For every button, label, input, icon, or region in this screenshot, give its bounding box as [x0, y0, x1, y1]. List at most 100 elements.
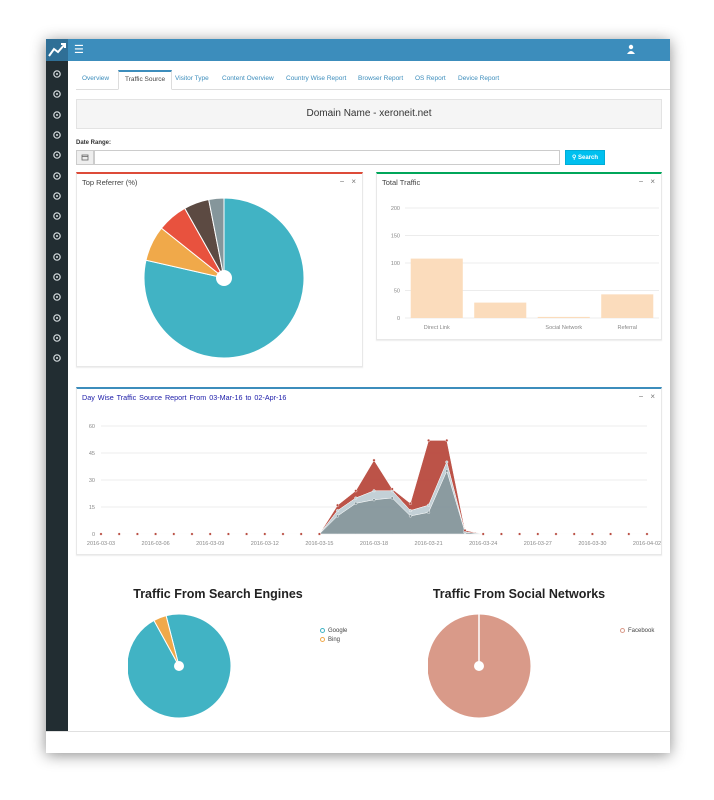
- data-point[interactable]: [408, 509, 412, 513]
- shield-icon[interactable]: [52, 272, 62, 282]
- data-point[interactable]: [645, 532, 649, 536]
- data-point[interactable]: [590, 532, 594, 536]
- minimize-icon[interactable]: −: [339, 177, 345, 186]
- data-point[interactable]: [190, 532, 194, 536]
- data-point[interactable]: [99, 532, 103, 536]
- map-marker-icon[interactable]: [52, 191, 62, 201]
- data-point[interactable]: [481, 532, 485, 536]
- date-range-input[interactable]: [94, 150, 560, 165]
- share-icon[interactable]: [52, 130, 62, 140]
- data-point[interactable]: [154, 532, 158, 536]
- trend-line-icon: [48, 43, 66, 57]
- data-point[interactable]: [445, 469, 449, 473]
- gear-icon[interactable]: [52, 313, 62, 323]
- x-tick-label: 2016-03-24: [469, 541, 497, 547]
- trophy-icon[interactable]: [52, 150, 62, 160]
- data-point[interactable]: [336, 509, 340, 513]
- add-user-icon[interactable]: [52, 69, 62, 79]
- close-icon[interactable]: ×: [650, 392, 655, 401]
- bar[interactable]: [410, 258, 463, 318]
- search-pie-slice-1[interactable]: [153, 615, 180, 667]
- data-point[interactable]: [336, 503, 340, 507]
- data-point[interactable]: [317, 532, 321, 536]
- data-point[interactable]: [372, 498, 376, 502]
- minimize-icon[interactable]: −: [638, 392, 644, 401]
- external-link-icon[interactable]: [52, 333, 62, 343]
- y-tick-label: 45: [89, 451, 95, 457]
- data-point[interactable]: [518, 532, 522, 536]
- data-point[interactable]: [427, 510, 431, 514]
- anchor-icon[interactable]: [52, 211, 62, 221]
- table-icon[interactable]: [52, 171, 62, 181]
- google-icon[interactable]: [52, 292, 62, 302]
- data-point[interactable]: [390, 487, 394, 491]
- data-point[interactable]: [263, 532, 267, 536]
- data-point[interactable]: [427, 438, 431, 442]
- hamburger-menu-icon[interactable]: ☰: [74, 44, 84, 56]
- user-icon[interactable]: [626, 44, 636, 54]
- bar[interactable]: [537, 316, 590, 318]
- data-point[interactable]: [208, 532, 212, 536]
- data-point[interactable]: [354, 501, 358, 505]
- day-wise-box: Day Wise Traffic Source Report From 03-M…: [76, 387, 662, 555]
- data-point[interactable]: [372, 489, 376, 493]
- x-tick-label: 2016-03-06: [142, 541, 170, 547]
- data-point[interactable]: [609, 532, 613, 536]
- data-point[interactable]: [554, 532, 558, 536]
- tab-content-overview[interactable]: Content Overview: [222, 75, 274, 82]
- data-point[interactable]: [463, 528, 467, 532]
- close-icon[interactable]: ×: [650, 177, 655, 186]
- calendar-button[interactable]: [76, 150, 94, 165]
- link-icon[interactable]: [52, 252, 62, 262]
- data-point[interactable]: [445, 460, 449, 464]
- data-point[interactable]: [536, 532, 540, 536]
- tab-traffic-source[interactable]: Traffic Source: [118, 70, 173, 90]
- y-tick-label: 100: [391, 261, 400, 267]
- data-point[interactable]: [354, 496, 358, 500]
- referrer-pie-slice-4[interactable]: [208, 197, 225, 279]
- logo[interactable]: [46, 39, 68, 61]
- report-tabs: Overview Traffic Source Visitor Type Con…: [76, 70, 670, 90]
- tab-visitor-type[interactable]: Visitor Type: [175, 75, 209, 82]
- search-icon: ⚲: [571, 155, 579, 161]
- data-point[interactable]: [354, 489, 358, 493]
- data-point[interactable]: [117, 532, 121, 536]
- legend-item-bing: Bing: [320, 636, 347, 645]
- line-chart-icon[interactable]: [52, 89, 62, 99]
- minimize-icon[interactable]: −: [638, 177, 644, 186]
- data-point[interactable]: [135, 532, 139, 536]
- data-point[interactable]: [281, 532, 285, 536]
- data-point[interactable]: [336, 514, 340, 518]
- data-point[interactable]: [408, 514, 412, 518]
- search-engines-pie-chart: [128, 613, 232, 719]
- plug-icon[interactable]: [52, 353, 62, 363]
- y-tick-label: 0: [397, 316, 400, 322]
- bar[interactable]: [474, 302, 527, 318]
- top-referrer-box: Top Referrer (%) − ×: [76, 172, 363, 367]
- data-point[interactable]: [372, 458, 376, 462]
- tab-os-report[interactable]: OS Report: [415, 75, 446, 82]
- data-point[interactable]: [499, 532, 503, 536]
- data-point[interactable]: [445, 438, 449, 442]
- data-point[interactable]: [245, 532, 249, 536]
- bar-chart-icon[interactable]: [52, 110, 62, 120]
- data-point[interactable]: [572, 532, 576, 536]
- day-wise-title: Day Wise Traffic Source Report From 03-M…: [82, 393, 287, 402]
- data-point[interactable]: [627, 532, 631, 536]
- data-point[interactable]: [390, 496, 394, 500]
- tab-country-wise-report[interactable]: Country Wise Report: [286, 75, 347, 82]
- close-icon[interactable]: ×: [351, 177, 356, 186]
- data-point[interactable]: [299, 532, 303, 536]
- tab-browser-report[interactable]: Browser Report: [358, 75, 404, 82]
- tag-icon[interactable]: [52, 231, 62, 241]
- data-point[interactable]: [226, 532, 230, 536]
- x-tick-label: Direct Link: [424, 325, 450, 331]
- bar[interactable]: [601, 294, 654, 318]
- x-tick-label: 2016-03-18: [360, 541, 388, 547]
- tab-overview[interactable]: Overview: [82, 75, 110, 82]
- data-point[interactable]: [427, 503, 431, 507]
- data-point[interactable]: [408, 501, 412, 505]
- data-point[interactable]: [172, 532, 176, 536]
- search-button[interactable]: ⚲ Search: [565, 150, 605, 165]
- tab-device-report[interactable]: Device Report: [458, 75, 500, 82]
